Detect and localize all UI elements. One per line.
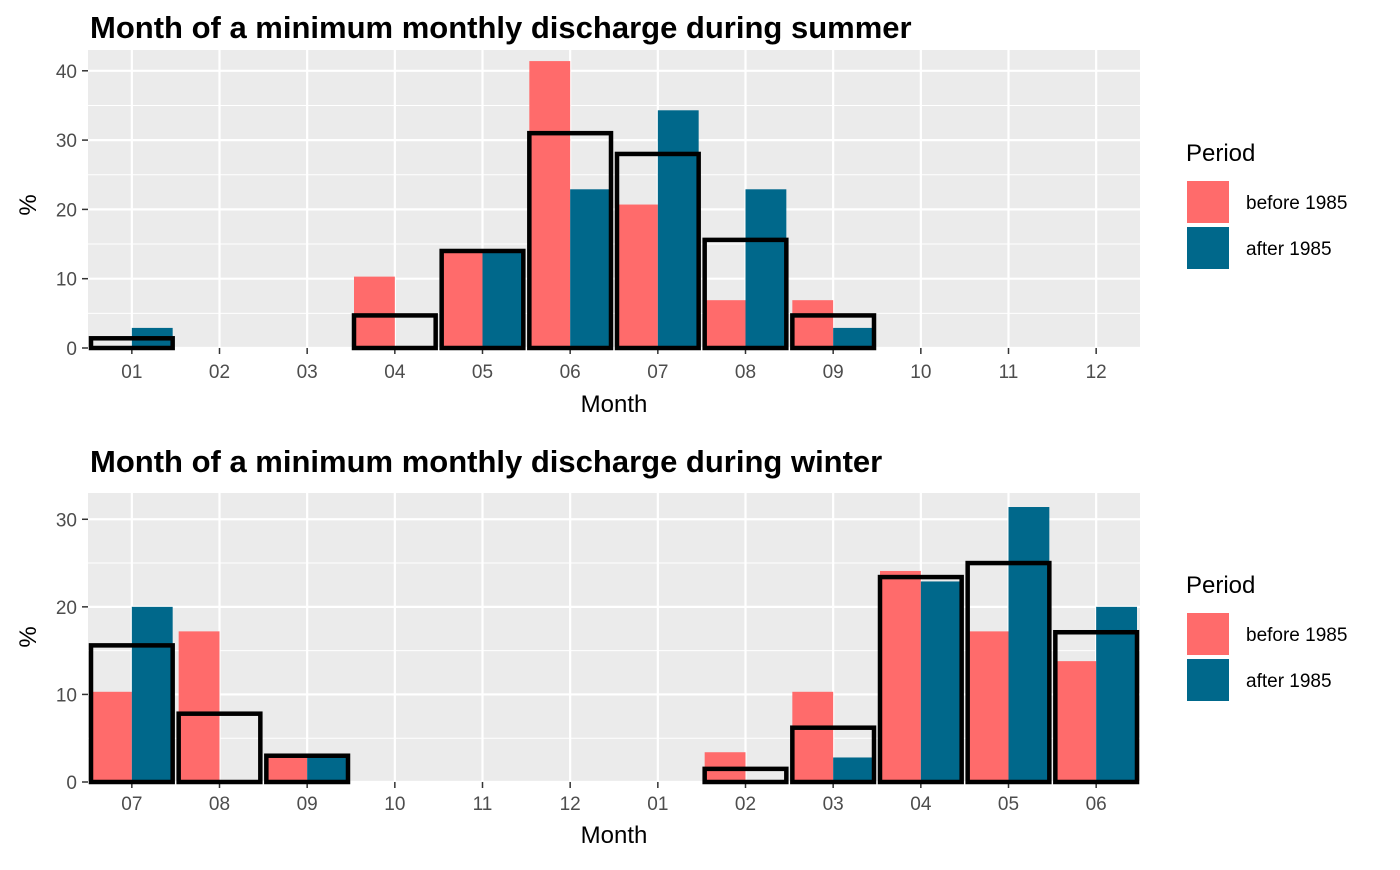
chart2-legend-swatch-before [1185, 611, 1231, 657]
chart2-bar-before-1985 [880, 570, 921, 782]
chart2-title: Month of a minimum monthly discharge dur… [90, 444, 882, 479]
chart2-bar-after-1985 [307, 757, 348, 782]
chart2-bar-after-1985 [1008, 507, 1050, 782]
chart1-x-axis-label: Month [581, 391, 648, 418]
chart1-bar-overall-outline [790, 313, 877, 351]
chart1-x-tick-label: 06 [560, 362, 581, 383]
chart2-legend-label-before: before 1985 [1246, 625, 1347, 646]
chart1-y-tick-label: 0 [66, 339, 77, 360]
chart2-bar-before-1985 [1055, 661, 1097, 782]
chart1-x-tick-label: 02 [209, 362, 230, 383]
chart2-bar-before-1985 [967, 631, 1009, 782]
chart1-y-tick-label: 40 [56, 62, 77, 83]
chart1-bar-before-1985 [704, 300, 746, 348]
chart2-bar-after-1985 [1096, 606, 1137, 782]
chart1-x-tick-label: 08 [735, 362, 756, 383]
chart2-x-tick-label: 10 [384, 794, 405, 815]
chart1-x-tick-label: 10 [910, 362, 931, 383]
chart2-bar-overall-outline [176, 711, 263, 785]
chart2-x-tick-label: 09 [297, 794, 318, 815]
chart1-x-tick-label: 05 [472, 362, 493, 383]
chart1-title: Month of a minimum monthly discharge dur… [90, 10, 912, 45]
chart2-legend-label-after: after 1985 [1246, 671, 1332, 692]
chart1-bar-before-1985 [617, 204, 658, 348]
chart2-panel [88, 493, 1140, 782]
chart2-y-tick-label: 20 [56, 598, 77, 619]
chart1-panel [88, 50, 1140, 348]
chart1-bar-overall-outline [702, 237, 789, 351]
chart2-bar-before-1985 [178, 631, 220, 782]
chart1-bar-after-1985 [482, 252, 524, 348]
chart2-x-tick-label: 05 [998, 794, 1019, 815]
chart1-bar-after-1985 [657, 110, 699, 348]
chart1-x-tick-label: 11 [999, 362, 1019, 383]
chart1-legend-label-after: after 1985 [1246, 239, 1332, 260]
chart1-legend-swatch-after [1185, 225, 1231, 271]
chart1-bar-overall-outline [614, 151, 701, 351]
chart1-x-tick-label: 04 [384, 362, 406, 383]
chart2-y-axis-label: % [15, 626, 42, 647]
chart2-bar-overall-outline [702, 766, 789, 785]
chart2-y-tick-label: 30 [56, 510, 77, 531]
chart2-legend-swatch-after [1185, 657, 1231, 703]
chart1-bar-after-1985 [833, 327, 874, 348]
chart2-x-tick-label: 11 [473, 794, 493, 815]
chart1-y-axis-label: % [15, 194, 42, 215]
chart2-bar-before-1985 [91, 691, 132, 782]
chart2-x-tick-label: 01 [647, 794, 668, 815]
chart2-y-tick-label: 0 [66, 773, 77, 794]
chart1-x-tick-label: 12 [1086, 362, 1107, 383]
chart2-bar-before-1985 [266, 757, 308, 782]
chart1-x-tick-label: 01 [121, 362, 142, 383]
chart2-y-tick-label: 10 [56, 685, 77, 706]
chart2-x-tick-label: 04 [910, 794, 932, 815]
chart1-y-tick-label: 20 [56, 200, 77, 221]
chart1-bar-before-1985 [441, 252, 483, 348]
chart2-x-tick-label: 03 [823, 794, 844, 815]
chart1-x-tick-label: 09 [823, 362, 844, 383]
chart2-bar-after-1985 [833, 757, 874, 782]
chart1-x-tick-label: 03 [297, 362, 318, 383]
chart1-bar-before-1985 [354, 276, 395, 348]
chart1-bar-before-1985 [529, 61, 571, 348]
chart2-bar-overall-outline [790, 725, 877, 785]
chart2-x-tick-label: 02 [735, 794, 756, 815]
chart1-bar-after-1985 [745, 189, 787, 348]
chart2-legend-title: Period [1186, 572, 1255, 599]
chart2-x-tick-label: 12 [560, 794, 581, 815]
chart2-x-tick-label: 06 [1086, 794, 1107, 815]
chart1-y-tick-label: 30 [56, 131, 77, 152]
chart2-x-tick-label: 07 [121, 794, 142, 815]
chart2-bar-before-1985 [792, 691, 834, 782]
chart1-legend-swatch-before [1185, 179, 1231, 225]
chart2-bar-overall-outline [88, 643, 175, 785]
chart1-legend-title: Period [1186, 140, 1255, 167]
chart2-x-axis-label: Month [581, 822, 648, 849]
chart1-bar-after-1985 [570, 189, 611, 348]
chart1-bar-overall-outline [88, 336, 175, 351]
chart2-bar-after-1985 [131, 606, 173, 782]
chart2-bar-overall-outline [877, 574, 964, 785]
chart1-y-tick-label: 10 [56, 270, 77, 291]
chart2-bar-overall-outline [1053, 629, 1140, 785]
chart2-x-tick-label: 08 [209, 794, 230, 815]
chart1-bar-before-1985 [792, 300, 834, 348]
chart1-bar-overall-outline [439, 248, 526, 351]
chart1-legend-label-before: before 1985 [1246, 193, 1347, 214]
chart2-bar-overall-outline [264, 753, 351, 785]
chart1-x-tick-label: 07 [647, 362, 668, 383]
chart2-bar-after-1985 [920, 581, 962, 782]
chart1-bar-overall-outline [527, 130, 614, 351]
chart2-bar-overall-outline [965, 560, 1052, 785]
chart1-bar-overall-outline [351, 313, 438, 351]
